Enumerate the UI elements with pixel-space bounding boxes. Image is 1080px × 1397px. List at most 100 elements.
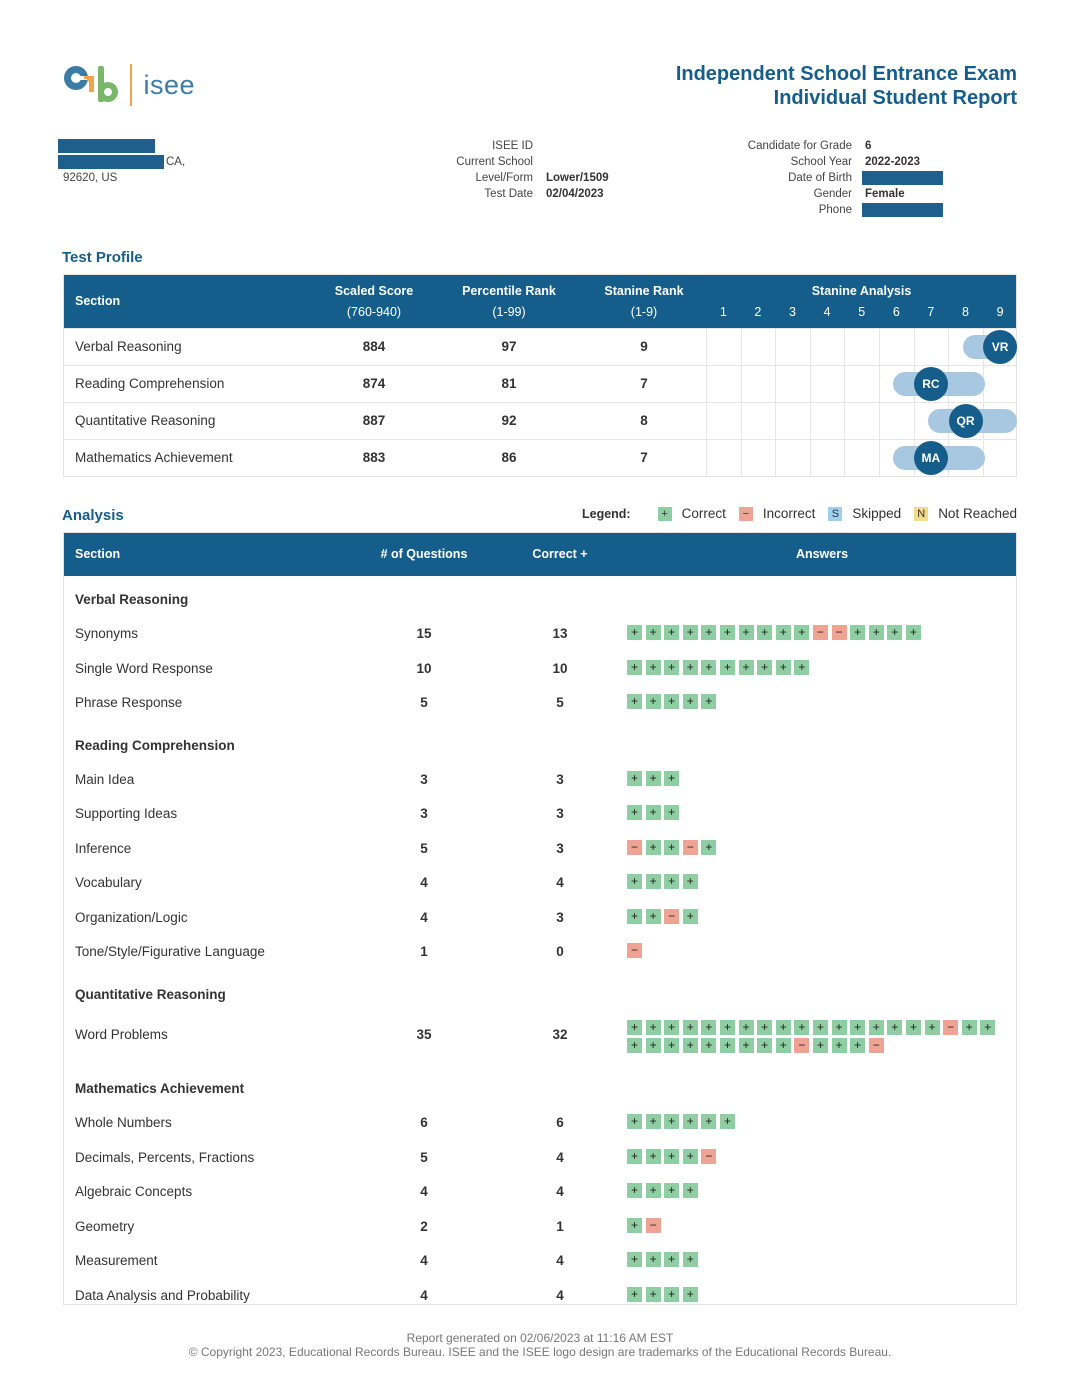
analysis-question-count: 35 xyxy=(416,1026,432,1042)
answer-boxes: + + + + xyxy=(627,1252,1007,1270)
correct-answer-box: + xyxy=(664,625,680,640)
answer-boxes: + − xyxy=(627,1217,1007,1236)
answer-boxes: + + + + + + xyxy=(627,1114,1007,1132)
gender-label: Gender xyxy=(813,188,852,200)
correct-answer-box: + xyxy=(627,908,642,924)
an-header-section: Section xyxy=(75,547,121,561)
correct-answer-box: + xyxy=(850,1037,866,1053)
analysis-legend: Legend: + Correct − Incorrect S Skipped N Not R… xyxy=(582,506,1017,521)
stanine-grid-line xyxy=(740,403,742,439)
correct-answer-box: + xyxy=(645,1252,661,1267)
phone-label: Phone xyxy=(818,204,852,216)
correct-answer-box: + xyxy=(664,659,680,675)
analysis-row-label: Tone/Style/Figurative Language xyxy=(75,944,265,959)
correct-answer-box: + xyxy=(812,1019,828,1035)
analysis-question-count: 5 xyxy=(420,695,428,710)
stanine-grid-line xyxy=(809,329,811,365)
stanine-marker-qr: QR xyxy=(948,404,983,438)
correct-answer-box: + xyxy=(627,1183,642,1198)
footer-copyright: © Copyright 2023, Educational Records Bu… xyxy=(188,1345,892,1359)
stanine-number-1: 1 xyxy=(719,305,727,319)
test-profile-table: Section Scaled Score (760-940) Percentil… xyxy=(63,274,1018,477)
tp-scaled-value: 884 xyxy=(362,339,386,354)
analysis-question-count: 4 xyxy=(420,1253,428,1268)
test-profile-row: Mathematics Achievement 883 86 7 MA xyxy=(64,439,1016,476)
redacted-phone xyxy=(862,203,943,217)
logo-divider xyxy=(130,64,132,106)
correct-answer-box: + xyxy=(980,1019,996,1035)
tp-percentile-value: 86 xyxy=(501,450,517,465)
answer-boxes: − xyxy=(627,943,1007,961)
an-header-answers: Answers xyxy=(795,547,849,561)
redacted-street xyxy=(58,155,164,169)
test-date-label: Test Date xyxy=(484,188,533,200)
tp-section-name: Mathematics Achievement xyxy=(75,450,233,465)
stanine-number-6: 6 xyxy=(892,305,900,319)
correct-answer-box: + xyxy=(645,1148,661,1164)
analysis-row-label: Geometry xyxy=(75,1218,135,1234)
analysis-row-label: Inference xyxy=(75,840,132,856)
analysis-correct-count: 5 xyxy=(556,695,564,710)
correct-answer-box: + xyxy=(664,1252,680,1267)
tp-percentile-value: 97 xyxy=(501,339,517,354)
correct-answer-box: + xyxy=(664,694,680,709)
correct-answer-box: + xyxy=(627,1286,642,1302)
incorrect-answer-box: − xyxy=(627,943,642,958)
correct-answer-box: + xyxy=(682,625,698,640)
tp-section-name: Quantitative Reasoning xyxy=(75,413,216,428)
correct-answer-box: + xyxy=(645,805,661,820)
incorrect-answer-box: − xyxy=(701,1148,717,1164)
correct-answer-box: + xyxy=(794,1019,810,1035)
stanine-grid-line xyxy=(879,329,880,365)
stanine-grid-line xyxy=(809,440,811,476)
stanine-number-5: 5 xyxy=(858,305,866,319)
analysis-correct-count: 3 xyxy=(556,806,564,821)
address-zip: 92620, US xyxy=(63,172,118,184)
stanine-grid-line xyxy=(844,440,846,476)
analysis-correct-count: 3 xyxy=(556,771,564,787)
tp-scaled-value: 883 xyxy=(362,450,386,465)
test-profile-rows: Verbal Reasoning 884 97 9 VR Reading Comprehe… xyxy=(64,328,1018,476)
incorrect-answer-box: − xyxy=(794,1037,810,1053)
analysis-question-count: 3 xyxy=(420,806,428,821)
analysis-row-label: Data Analysis and Probability xyxy=(75,1287,250,1303)
stanine-number-4: 4 xyxy=(823,305,831,319)
report-title: Independent School Entrance Exam Individ… xyxy=(676,62,1017,110)
tp-section-name: Reading Comprehension xyxy=(75,376,225,391)
legend-item: S Skipped xyxy=(828,506,901,521)
correct-answer-box: + xyxy=(757,1019,773,1035)
stanine-number-7: 7 xyxy=(927,305,935,319)
isee-wordmark: isee xyxy=(143,69,196,100)
analysis-question-count: 2 xyxy=(420,1218,428,1234)
tp-header-section: Section xyxy=(75,294,121,308)
test-profile-header: Section Scaled Score (760-940) Percentil… xyxy=(64,275,1016,328)
correct-answer-box: + xyxy=(701,659,717,675)
correct-answer-box: + xyxy=(645,659,661,675)
correct-answer-box: + xyxy=(794,625,810,640)
grade-label: Candidate for Grade xyxy=(747,140,852,152)
stanine-grid-line xyxy=(775,329,777,365)
stanine-grid-line xyxy=(706,366,707,402)
stanine-grid-line xyxy=(913,329,915,365)
correct-answer-box: + xyxy=(645,1286,661,1302)
stanine-number-2: 2 xyxy=(754,305,762,319)
stanine-grid-line xyxy=(775,403,777,439)
correct-answer-box: + xyxy=(682,1037,698,1053)
correct-answer-box: + xyxy=(868,1019,884,1035)
analysis-row-label: Synonyms xyxy=(75,626,139,641)
legend-text: Skipped xyxy=(852,506,902,521)
analysis-correct-count: 3 xyxy=(556,909,564,925)
analysis-correct-count: 4 xyxy=(556,1149,564,1165)
analysis-correct-count: 13 xyxy=(552,626,568,641)
correct-answer-box: + xyxy=(682,1183,698,1198)
legend-text: Incorrect xyxy=(762,506,816,521)
answer-boxes: + + + xyxy=(627,770,1007,789)
correct-answer-box: + xyxy=(664,1037,680,1053)
correct-answer-box: + xyxy=(664,1114,680,1129)
correct-answer-box: + xyxy=(682,1286,698,1302)
incorrect-answer-box: − xyxy=(831,625,847,640)
test-profile-row: Verbal Reasoning 884 97 9 VR xyxy=(64,328,1018,365)
school-year-label: School Year xyxy=(790,156,852,168)
stanine-grid-line xyxy=(740,440,742,476)
analysis-row-label: Organization/Logic xyxy=(75,909,188,925)
